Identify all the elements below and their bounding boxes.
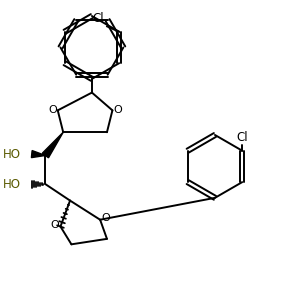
Text: O: O: [114, 105, 122, 116]
Text: Cl: Cl: [236, 131, 248, 144]
Text: Cl: Cl: [93, 12, 104, 25]
Text: O: O: [50, 220, 59, 230]
Text: HO: HO: [3, 148, 21, 160]
Text: O: O: [102, 213, 110, 224]
Polygon shape: [32, 151, 45, 158]
Text: HO: HO: [3, 178, 21, 191]
Text: O: O: [48, 105, 57, 116]
Polygon shape: [42, 132, 63, 158]
